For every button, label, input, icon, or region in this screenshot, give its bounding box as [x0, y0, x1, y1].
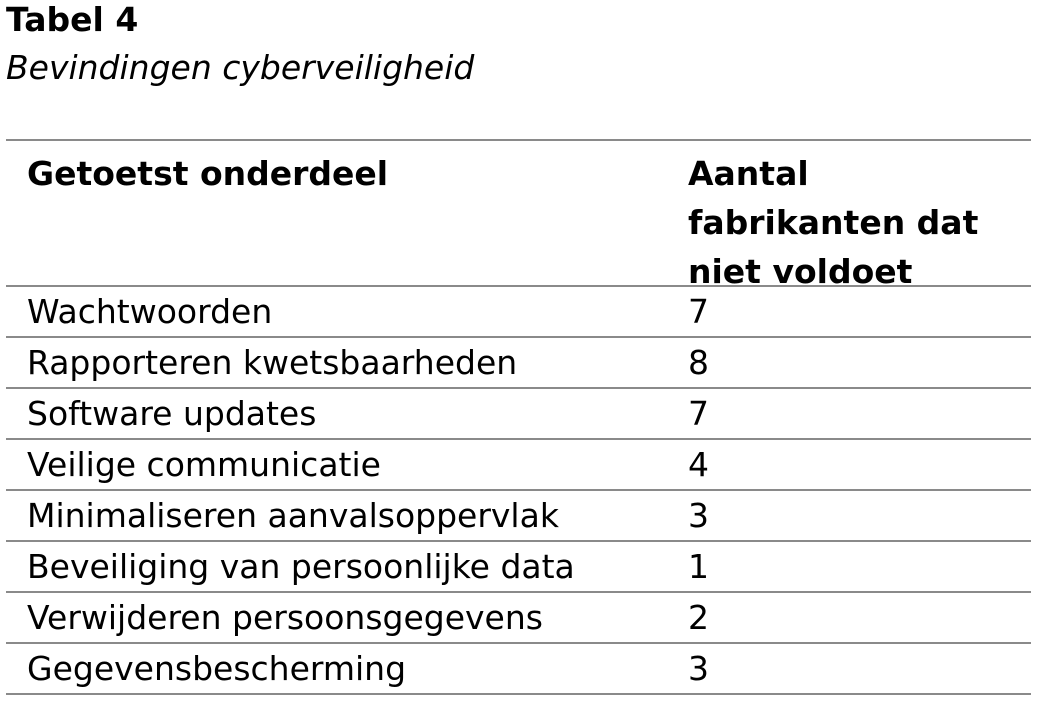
table-row: Verwijderen persoonsgegevens 2 — [6, 593, 1031, 644]
cell-component: Wachtwoorden — [27, 292, 273, 331]
cell-component: Gegevensbescherming — [27, 649, 407, 688]
table-row: Veilige communicatie 4 — [6, 440, 1031, 491]
cell-component: Software updates — [27, 394, 317, 433]
table-row: Rapporteren kwetsbaarheden 8 — [6, 338, 1031, 389]
cell-count: 8 — [688, 343, 709, 382]
cell-component: Minimaliseren aanvalsoppervlak — [27, 496, 559, 535]
table-caption-label: Tabel 4 — [6, 0, 139, 39]
cell-component: Veilige communicatie — [27, 445, 381, 484]
table-row: Wachtwoorden 7 — [6, 287, 1031, 338]
cell-count: 4 — [688, 445, 709, 484]
header-noncompliant-manufacturers: Aantal fabrikanten dat niet voldoet — [688, 154, 979, 291]
cell-count: 3 — [688, 649, 709, 688]
cell-count: 3 — [688, 496, 709, 535]
cell-count: 2 — [688, 598, 709, 637]
findings-table: Getoetst onderdeel Aantal fabrikanten da… — [6, 139, 1031, 695]
table-row: Minimaliseren aanvalsoppervlak 3 — [6, 491, 1031, 542]
table-row: Gegevensbescherming 3 — [6, 644, 1031, 695]
table-caption-title: Bevindingen cyberveiligheid — [6, 48, 475, 87]
cell-count: 7 — [688, 292, 709, 331]
cell-component: Rapporteren kwetsbaarheden — [27, 343, 518, 382]
cell-component: Verwijderen persoonsgegevens — [27, 598, 543, 637]
table-header-row: Getoetst onderdeel Aantal fabrikanten da… — [6, 139, 1031, 291]
header-tested-component: Getoetst onderdeel — [27, 154, 389, 193]
cell-count: 7 — [688, 394, 709, 433]
cell-component: Beveiliging van persoonlijke data — [27, 547, 575, 586]
table-row: Beveiliging van persoonlijke data 1 — [6, 542, 1031, 593]
cell-count: 1 — [688, 547, 709, 586]
table-row: Software updates 7 — [6, 389, 1031, 440]
